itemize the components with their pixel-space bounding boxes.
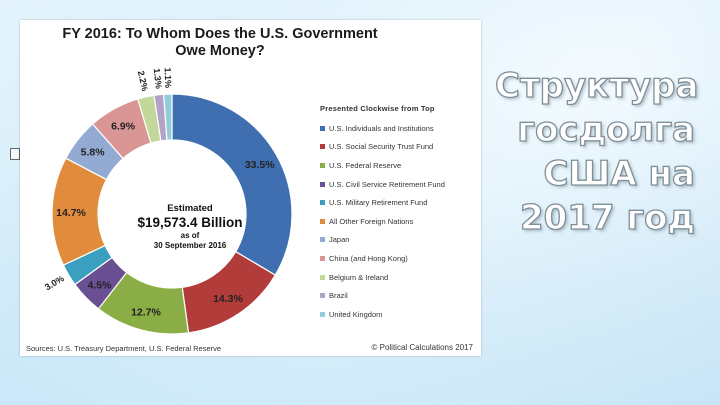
legend-swatch [320,255,325,261]
legend-swatch [320,274,325,280]
slice-value-label: 12.7% [131,307,161,319]
legend-label: China (and Hong Kong) [329,253,408,263]
slice-value-label: 2.2% [136,70,150,92]
pie-slice [163,93,173,141]
legend-label: U.S. Social Security Trust Fund [329,142,434,152]
slice-value-label: 14.7% [56,207,86,219]
legend-entry: U.S. Social Security Trust Fund [320,138,480,157]
slice-value-label: 5.8% [81,147,106,159]
legend-label: Belgium & Ireland [329,272,389,282]
slice-value-label: 1.1% [163,67,174,88]
legend-entry: U.S. Civil Service Retirement Fund [320,175,480,194]
legend-swatch [320,200,325,206]
legend-swatch [320,237,325,243]
slice-value-label: 3.0% [43,273,66,292]
chart-center-label: Estimated $19,573.4 Billion as of 30 Sep… [120,203,260,251]
legend-entry: U.S. Military Retirement Fund [320,193,480,212]
chart-image: 33.5% 14.3% 12.7% 4.5% 3.0% 14.7% 5.8% 6.9% 2.2%… [20,20,481,356]
legend-entry: All Other Foreign Nations [320,212,480,231]
legend-label: Brazil [329,291,348,301]
legend-header: Presented Clockwise from Top [320,104,435,113]
legend-label: All Other Foreign Nations [329,216,414,226]
legend-entry: Brazil [320,286,480,305]
legend-swatch [320,144,325,150]
legend-label: United Kingdom [329,309,383,319]
legend-entry: Belgium & Ireland [320,268,480,287]
center-amount: $19,573.4 Billion [137,215,243,230]
slice-value-label: 33.5% [245,159,275,171]
center-estimated: Estimated [167,203,213,214]
slice-value-label: 6.9% [111,121,136,133]
legend-label: U.S. Military Retirement Fund [329,198,428,208]
pie-slice [171,93,293,276]
legend-entry: U.S. Federal Reserve [320,156,480,175]
legend-label: Japan [329,235,350,245]
legend-swatch [320,218,325,224]
legend-swatch [320,125,325,131]
legend-items: U.S. Individuals and Institutions U.S. So… [320,119,480,324]
legend-swatch [320,311,325,317]
chart-title: FY 2016: To Whom Does the U.S. Governmen… [62,26,378,59]
donut-chart: 33.5% 14.3% 12.7% 4.5% 3.0% 14.7% 5.8% 6.9% 2.2%… [43,67,293,335]
center-date: 30 September 2016 [153,241,227,250]
bullet-placeholder-icon [10,148,20,160]
slide-title: Структура госдолга США на 2017 год [494,65,699,238]
chart-legend: Presented Clockwise from Top U.S. Indivi… [320,104,480,324]
legend-label: U.S. Civil Service Retirement Fund [329,179,445,189]
slice-value-label: 14.3% [213,293,243,305]
legend-entry: U.S. Individuals and Institutions [320,119,480,138]
legend-label: U.S. Individuals and Institutions [329,123,434,133]
legend-label: U.S. Federal Reserve [329,160,402,170]
chart-source: Sources: U.S. Treasury Department, U.S. … [26,344,222,353]
legend-entry: China (and Hong Kong) [320,249,480,268]
legend-entry: United Kingdom [320,305,480,324]
center-as-of: as of [180,231,200,240]
chart-copyright: © Political Calculations 2017 [371,343,473,352]
legend-entry: Japan [320,231,480,250]
legend-swatch [320,162,325,168]
legend-swatch [320,293,325,299]
slice-value-label: 4.5% [88,279,113,291]
legend-swatch [320,181,325,187]
slice-value-label: 1.3% [152,68,164,89]
